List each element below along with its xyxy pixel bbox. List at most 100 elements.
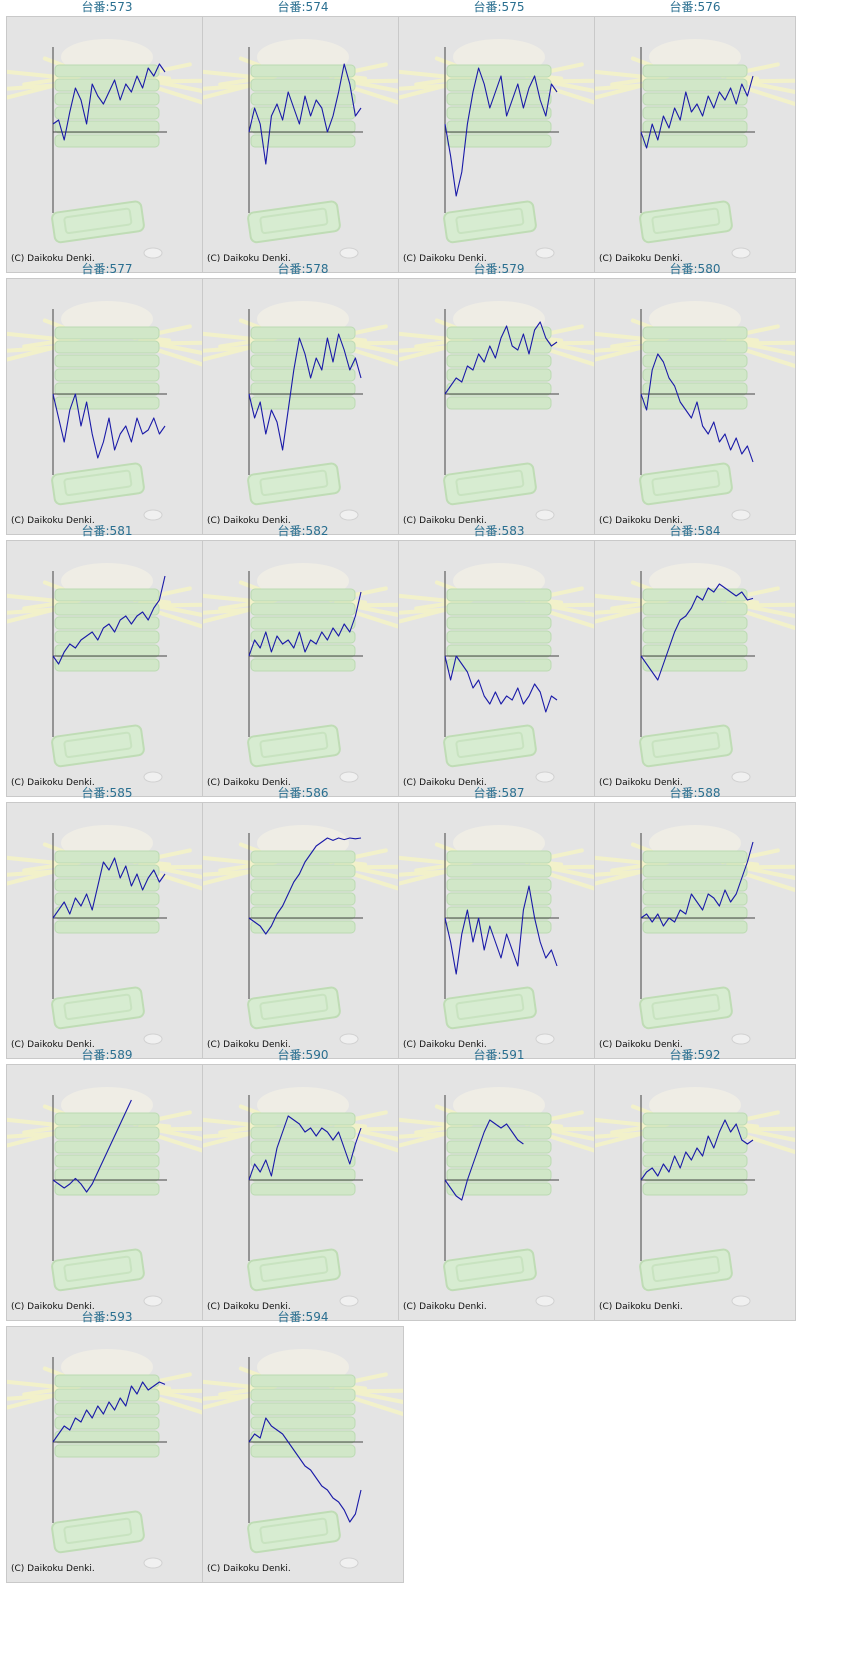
panel-background-art [7,1349,207,1569]
graph-panel: (C) Daikoku Denki. [594,278,796,535]
graph-panel: (C) Daikoku Denki. [398,278,600,535]
graph-panel: (C) Daikoku Denki. [6,278,208,535]
slump-series-line [248,837,362,935]
slump-graph [595,1087,795,1307]
graph-panel: (C) Daikoku Denki. [202,1326,404,1583]
machine-number-link[interactable]: 台番:577 [81,262,133,276]
machine-number-link[interactable]: 台番:586 [277,786,329,800]
panel-background-art [7,563,207,783]
machine-number-link[interactable]: 台番:579 [473,262,525,276]
machine-graph-card: 台番:586 (C) Daikoku Denki. [200,786,406,1059]
panel-background-art [203,1349,403,1569]
machine-number-link[interactable]: 台番:587 [473,786,525,800]
graph-panel: (C) Daikoku Denki. [594,540,796,797]
slump-graph [399,39,599,259]
slump-graph [7,563,207,783]
copyright-text: (C) Daikoku Denki. [599,1040,683,1050]
panel-background-art [203,39,403,259]
machine-number-link[interactable]: 台番:593 [81,1310,133,1324]
slump-series-line [248,63,362,165]
graph-panel: (C) Daikoku Denki. [594,16,796,273]
machine-graph-card: 台番:573 (C) Daikoku Denki. [4,0,210,273]
copyright-text: (C) Daikoku Denki. [11,516,95,526]
machine-graph-card: 台番:594 (C) Daikoku Denki. [200,1310,406,1583]
graph-panel: (C) Daikoku Denki. [202,1064,404,1321]
copyright-text: (C) Daikoku Denki. [599,516,683,526]
slump-series-line [640,1119,754,1181]
panel-background-art [595,825,795,1045]
machine-number-link[interactable]: 台番:590 [277,1048,329,1062]
machine-number-link[interactable]: 台番:584 [669,524,721,538]
slump-series-line [248,333,362,451]
graph-panel: (C) Daikoku Denki. [398,802,600,1059]
machine-graph-card: 台番:576 (C) Daikoku Denki. [592,0,798,273]
machine-number-link[interactable]: 台番:580 [669,262,721,276]
slump-graph [595,563,795,783]
copyright-text: (C) Daikoku Denki. [403,254,487,264]
slump-series-line [52,63,166,141]
graph-panel: (C) Daikoku Denki. [594,802,796,1059]
machine-graph-card: 台番:578 (C) Daikoku Denki. [200,262,406,535]
slump-graph [595,301,795,521]
slump-series-line [52,393,166,459]
machine-number-link[interactable]: 台番:592 [669,1048,721,1062]
machine-graph-card: 台番:574 (C) Daikoku Denki. [200,0,406,273]
machine-graph-card: 台番:589 (C) Daikoku Denki. [4,1048,210,1321]
slump-graph [203,1087,403,1307]
machine-number-link[interactable]: 台番:589 [81,1048,133,1062]
copyright-text: (C) Daikoku Denki. [599,1302,683,1312]
machine-number-link[interactable]: 台番:575 [473,0,525,14]
graph-panel: (C) Daikoku Denki. [398,16,600,273]
machine-number-link[interactable]: 台番:574 [277,0,329,14]
copyright-text: (C) Daikoku Denki. [207,516,291,526]
machine-number-link[interactable]: 台番:582 [277,524,329,538]
machine-graph-card: 台番:575 (C) Daikoku Denki. [396,0,602,273]
panel-background-art [7,1087,207,1307]
machine-graph-card: 台番:582 (C) Daikoku Denki. [200,524,406,797]
copyright-text: (C) Daikoku Denki. [207,1040,291,1050]
machine-number-link[interactable]: 台番:588 [669,786,721,800]
graph-panel: (C) Daikoku Denki. [6,16,208,273]
machine-number-link[interactable]: 台番:581 [81,524,133,538]
slump-series-line [248,1417,362,1523]
machine-number-link[interactable]: 台番:591 [473,1048,525,1062]
machine-graph-card: 台番:588 (C) Daikoku Denki. [592,786,798,1059]
panel-background-art [399,1087,599,1307]
slump-series-line [52,857,166,919]
panel-background-art [399,301,599,521]
slump-series-line [52,1099,132,1193]
panel-background-art [399,563,599,783]
graph-panel: (C) Daikoku Denki. [6,1064,208,1321]
machine-graph-card: 台番:584 (C) Daikoku Denki. [592,524,798,797]
graph-panel: (C) Daikoku Denki. [398,1064,600,1321]
graph-panel: (C) Daikoku Denki. [202,802,404,1059]
slump-graph [399,563,599,783]
copyright-text: (C) Daikoku Denki. [403,778,487,788]
machine-graph-card: 台番:590 (C) Daikoku Denki. [200,1048,406,1321]
machine-graph-card: 台番:580 (C) Daikoku Denki. [592,262,798,535]
machine-number-link[interactable]: 台番:578 [277,262,329,276]
machine-graph-card: 台番:592 (C) Daikoku Denki. [592,1048,798,1321]
copyright-text: (C) Daikoku Denki. [207,254,291,264]
slump-graph [7,301,207,521]
slump-graph [595,39,795,259]
slump-graph [7,825,207,1045]
slump-graph [203,301,403,521]
slump-graph [399,301,599,521]
panel-background-art [203,563,403,783]
panel-background-art [203,1087,403,1307]
panel-background-art [595,39,795,259]
machine-number-link[interactable]: 台番:583 [473,524,525,538]
panel-background-art [595,1087,795,1307]
copyright-text: (C) Daikoku Denki. [403,1040,487,1050]
machine-number-link[interactable]: 台番:576 [669,0,721,14]
slump-graph [203,39,403,259]
graph-panel: (C) Daikoku Denki. [594,1064,796,1321]
slump-graph [7,39,207,259]
copyright-text: (C) Daikoku Denki. [599,254,683,264]
copyright-text: (C) Daikoku Denki. [207,778,291,788]
machine-number-link[interactable]: 台番:585 [81,786,133,800]
machine-number-link[interactable]: 台番:573 [81,0,133,14]
slump-series-line [444,655,558,713]
machine-number-link[interactable]: 台番:594 [277,1310,329,1324]
